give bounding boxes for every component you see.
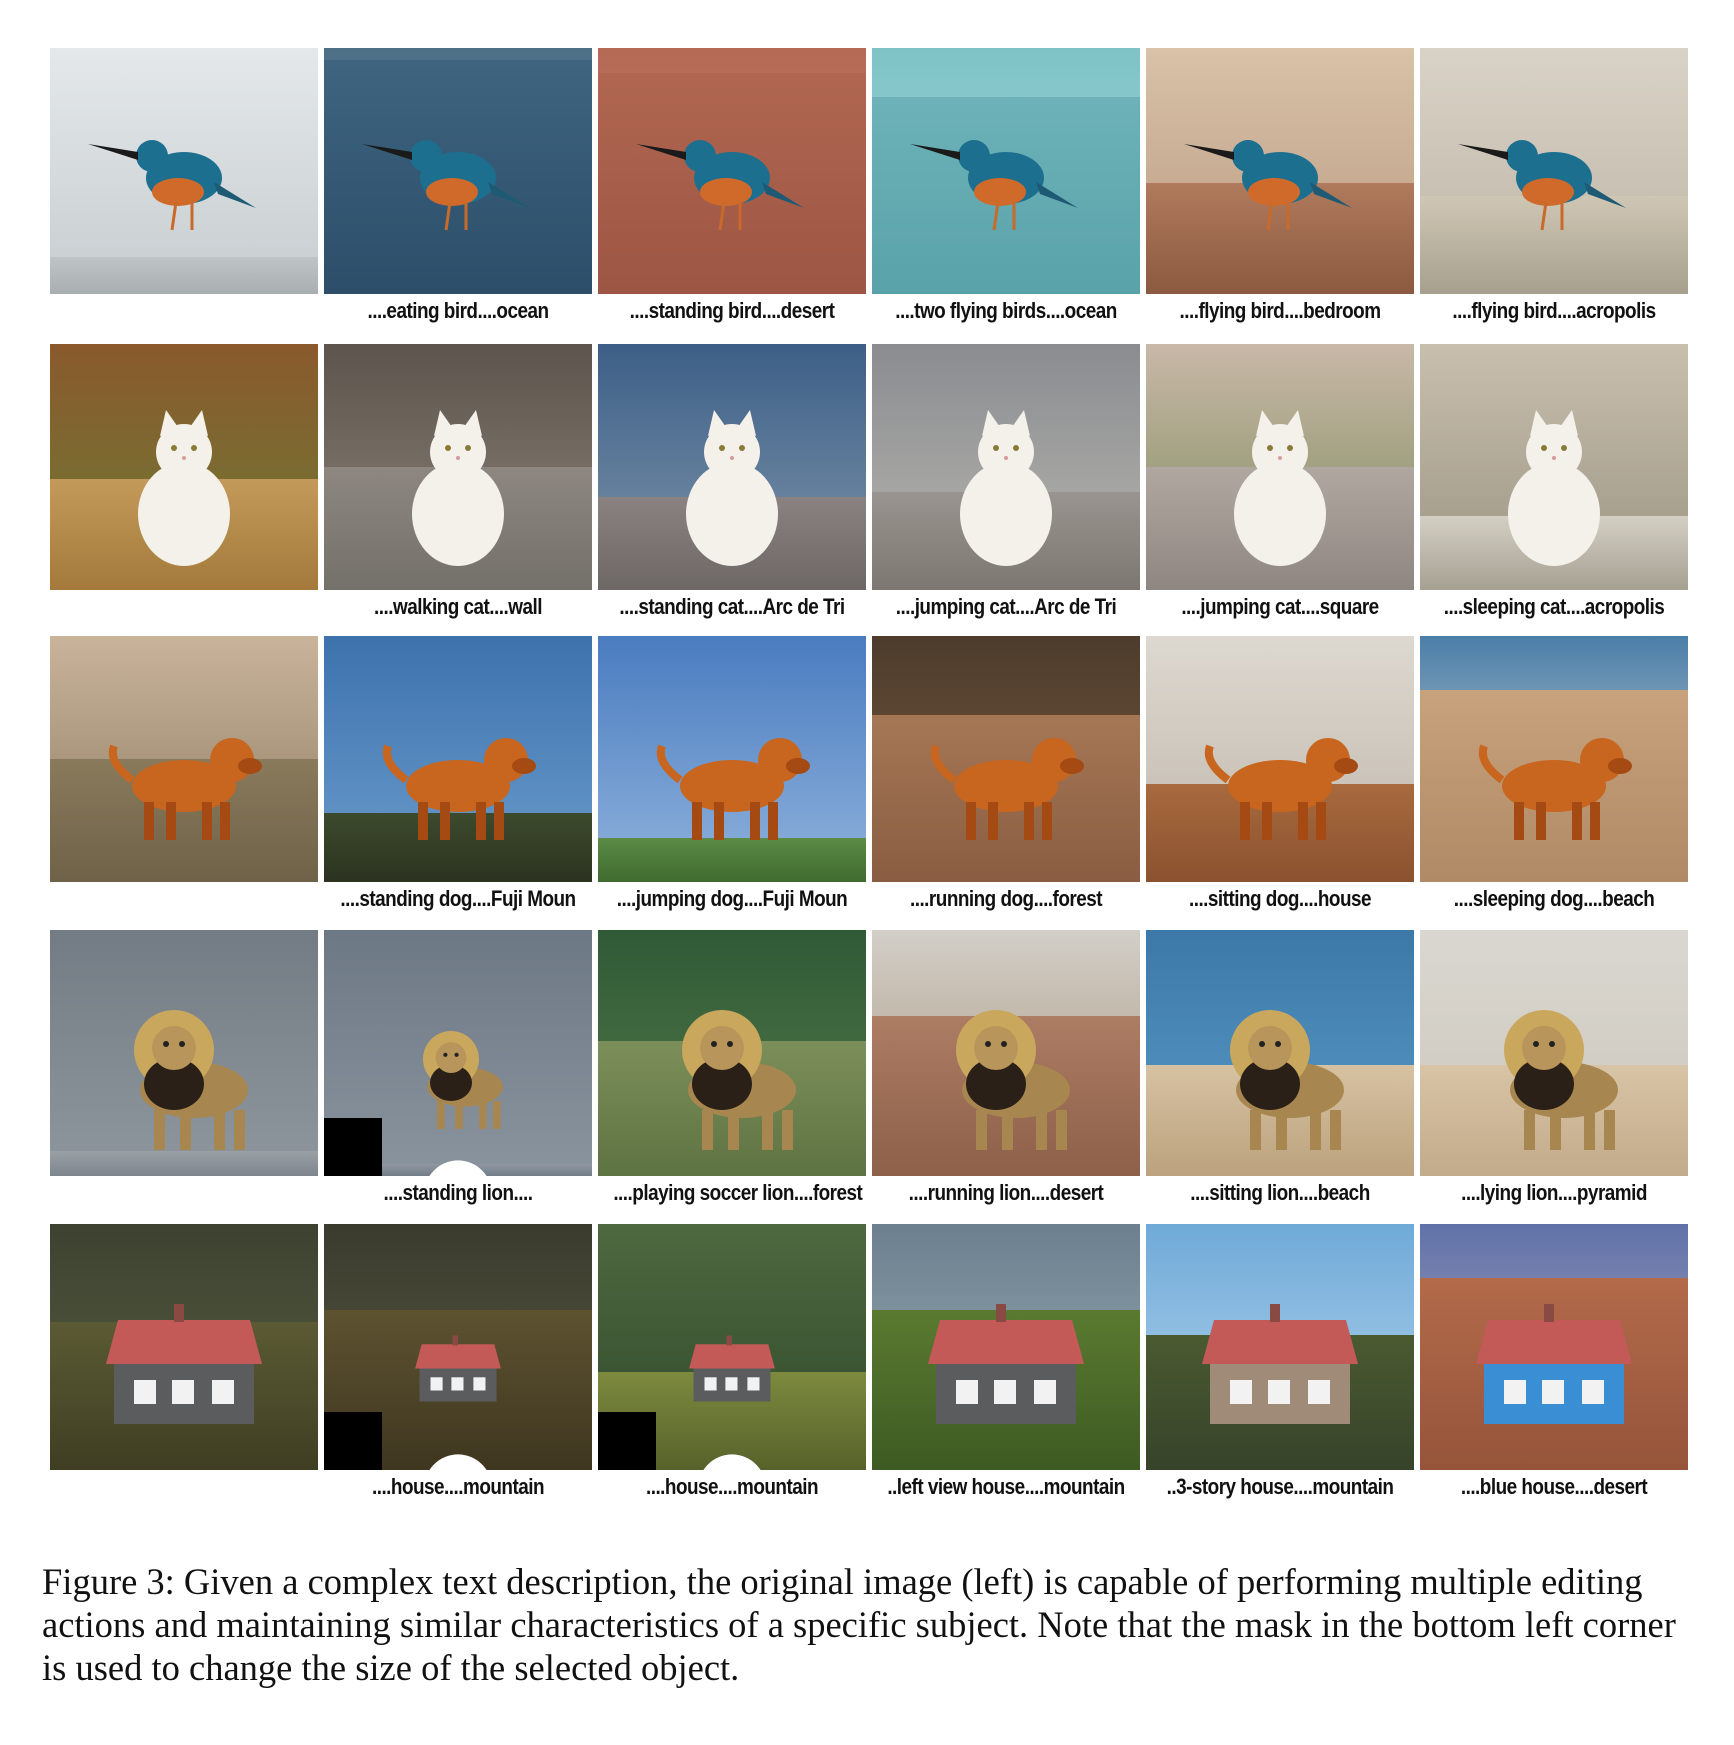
cat-figure [686, 410, 778, 566]
dog-figure [930, 738, 1084, 840]
edited-image-house-5 [1420, 1224, 1688, 1470]
bird-figure [88, 140, 256, 231]
mask-thumbnail [598, 1412, 761, 1470]
house-figure [1476, 1304, 1632, 1424]
image-caption: ....two flying birds....ocean [895, 298, 1117, 323]
image-caption: ....jumping cat....Arc de Tri [895, 594, 1117, 619]
image-caption: ....sitting lion....beach [1190, 1180, 1370, 1205]
image-caption: ....house....mountain [645, 1474, 819, 1499]
edited-image-house-4 [1146, 1224, 1414, 1470]
bird-figure [1458, 140, 1626, 231]
image-caption: ....standing cat....Arc de Tri [619, 594, 845, 619]
edited-image-cat-1 [324, 344, 592, 590]
image-caption: ....playing soccer lion....forest [613, 1180, 863, 1205]
original-image-lion-0 [50, 930, 318, 1176]
edited-image-dog-1 [324, 636, 592, 882]
cat-figure [138, 410, 230, 566]
edited-image-lion-2 [598, 930, 866, 1176]
edited-image-cat-3 [872, 344, 1140, 590]
image-caption: ....sitting dog....house [1188, 886, 1372, 911]
edited-image-lion-1 [324, 930, 592, 1176]
original-image-house-0 [50, 1224, 318, 1470]
cat-figure [412, 410, 504, 566]
lion-figure [1230, 1010, 1344, 1150]
image-caption: ....lying lion....pyramid [1461, 1180, 1647, 1205]
dog-figure [1204, 738, 1358, 840]
edited-image-house-1 [324, 1224, 592, 1470]
cat-figure [1234, 410, 1326, 566]
lion-figure [134, 1010, 248, 1150]
edited-image-cat-4 [1146, 344, 1414, 590]
image-caption: ....flying bird....acropolis [1452, 298, 1656, 323]
lion-figure [682, 1010, 796, 1150]
cat-figure [1508, 410, 1600, 566]
original-image-dog-0 [50, 636, 318, 882]
image-caption: ....standing dog....Fuji Moun [340, 886, 576, 911]
original-image-cat-0 [50, 344, 318, 590]
image-caption: ....standing lion.... [383, 1180, 533, 1205]
edited-image-house-2 [598, 1224, 866, 1470]
edited-image-lion-3 [872, 930, 1140, 1176]
edited-image-bird-5 [1420, 48, 1688, 294]
dog-figure [656, 738, 810, 840]
edited-image-dog-4 [1146, 636, 1414, 882]
cat-figure [960, 410, 1052, 566]
bird-figure [910, 140, 1078, 231]
original-image-bird-0 [50, 48, 318, 294]
house-figure [689, 1335, 775, 1402]
lion-figure [1504, 1010, 1618, 1150]
image-caption: ....house....mountain [371, 1474, 545, 1499]
house-figure [1202, 1304, 1358, 1424]
edited-image-cat-2 [598, 344, 866, 590]
image-caption: ....jumping dog....Fuji Moun [616, 886, 848, 911]
edited-image-dog-3 [872, 636, 1140, 882]
house-figure [928, 1304, 1084, 1424]
dog-figure [1478, 738, 1632, 840]
image-caption: ....running dog....forest [909, 886, 1103, 911]
edited-image-lion-5 [1420, 930, 1688, 1176]
bird-figure [362, 140, 530, 231]
image-caption: ....eating bird....ocean [367, 298, 549, 323]
edited-image-dog-2 [598, 636, 866, 882]
image-caption: ..left view house....mountain [887, 1474, 1125, 1499]
edited-image-bird-1 [324, 48, 592, 294]
image-caption: ....flying bird....bedroom [1179, 298, 1381, 323]
lion-figure [423, 1031, 503, 1129]
image-caption: ....walking cat....wall [374, 594, 542, 619]
edited-image-cat-5 [1420, 344, 1688, 590]
image-caption: ....sleeping cat....acropolis [1443, 594, 1665, 619]
image-caption: ....blue house....desert [1460, 1474, 1648, 1499]
bird-figure [636, 140, 804, 231]
house-figure [106, 1304, 262, 1424]
edited-image-house-3 [872, 1224, 1140, 1470]
image-caption: ....sleeping dog....beach [1453, 886, 1655, 911]
figure-caption: Figure 3: Given a complex text descripti… [42, 1561, 1676, 1688]
image-caption: ....jumping cat....square [1181, 594, 1379, 619]
house-figure [415, 1335, 501, 1402]
image-caption: ....running lion....desert [908, 1180, 1104, 1205]
image-caption: ....standing bird....desert [629, 298, 835, 323]
dog-figure [108, 738, 262, 840]
bird-figure [1184, 140, 1352, 231]
edited-image-dog-5 [1420, 636, 1688, 882]
image-caption: ..3-story house....mountain [1166, 1474, 1394, 1499]
mask-thumbnail [324, 1118, 487, 1176]
lion-figure [956, 1010, 1070, 1150]
edited-image-bird-2 [598, 48, 866, 294]
edited-image-bird-4 [1146, 48, 1414, 294]
edited-image-bird-3 [872, 48, 1140, 294]
mask-thumbnail [324, 1412, 487, 1470]
dog-figure [382, 738, 536, 840]
edited-image-lion-4 [1146, 930, 1414, 1176]
